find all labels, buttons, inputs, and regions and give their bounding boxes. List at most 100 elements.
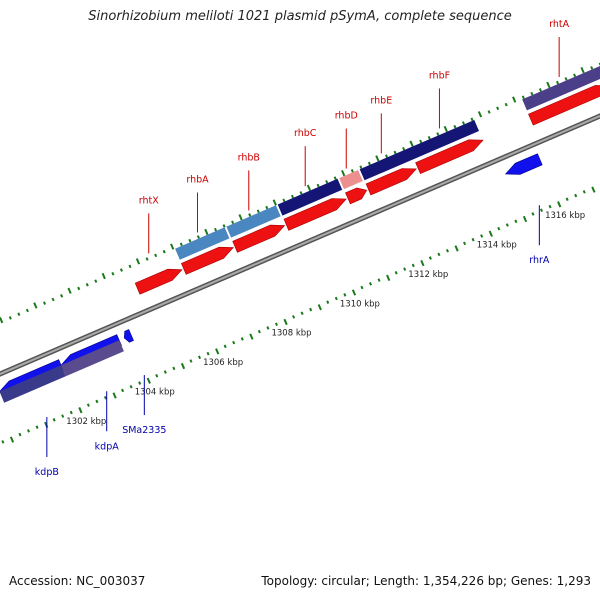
feature-tick [145,257,149,261]
feature-tick [427,135,431,140]
gene-arrow-rhta[interactable] [528,85,600,126]
feature-tick [51,297,55,302]
feature-tick [111,271,115,276]
gene-label-kdpb[interactable]: kdpB [35,467,59,478]
gene-label-rhta[interactable]: rhtA [549,19,569,30]
scale-tick [428,256,432,260]
scale-tick [172,366,176,371]
feature-tick [94,279,98,283]
feature-tick [436,132,440,136]
feature-tick [60,294,64,298]
feature-tick [443,125,448,133]
scale-label: 1302 kbp [66,417,106,427]
feature-tick [359,165,363,169]
scale-tick [522,215,528,223]
scale-tick [351,289,357,296]
gene-label-rhra[interactable]: rhrA [529,255,550,266]
scale-tick [326,300,330,304]
scale-label: 1314 kbp [477,240,517,250]
gene-arrow-rhbc[interactable] [283,198,347,231]
scale-tick [223,344,227,349]
scale-label: 1306 kbp [203,358,243,368]
scale-tick [471,237,475,242]
gene-label-rhbf[interactable]: rhbF [429,70,450,81]
scale-tick [215,348,220,355]
scale-tick [454,245,459,252]
gene-label-sma2335[interactable]: SMa2335 [122,425,166,436]
scale-ruler: 1302 kbp 1304 kbp 1306 kbp 1308 kbp 1310 kbp… [1,183,600,444]
gene-arrow-rhbb[interactable] [232,224,286,253]
scale-tick [386,274,391,281]
feature-tick [179,242,183,247]
scale-tick [480,234,484,238]
scale-tick [95,399,99,404]
gene-label-rhbd[interactable]: rhbD [335,111,358,122]
scale-tick [292,315,296,319]
scale-tick [591,186,596,193]
gene-label-rhbe[interactable]: rhbE [370,95,392,106]
gene-arrow-rhbe[interactable] [365,168,417,196]
feature-tick [25,308,29,313]
feature-tick [512,96,517,103]
feature-tick [204,228,209,236]
gene-arrow-rhbf[interactable] [415,139,484,174]
gene-arrow-rhra[interactable] [504,153,543,175]
feature-tick [504,102,508,107]
gene-label-rhbb[interactable]: rhbB [238,152,260,163]
feature-tick [564,77,568,81]
scale-tick [266,326,270,330]
feature-tick [135,258,141,265]
feature-tick [42,301,47,305]
gene-label-rhbc[interactable]: rhbC [294,128,317,139]
feature-tick [67,287,72,294]
cog-box [277,178,343,216]
gene-arrow-rhba[interactable] [181,246,234,275]
scale-tick [488,230,493,237]
feature-tick [487,110,491,114]
feature-tick [325,180,329,184]
scale-label: 1316 kbp [545,211,585,221]
gene-label-rhba[interactable]: rhbA [186,174,209,185]
feature-tick [419,139,423,144]
scale-tick [163,370,167,374]
gene-arrow-sma2335[interactable] [123,329,134,343]
feature-tick [477,111,483,118]
feature-tick [580,67,585,74]
scale-tick [274,322,278,327]
scale-tick [155,373,159,378]
scale-tick [531,212,535,216]
gene-arrow-rhbd[interactable] [345,187,368,205]
scale-tick [565,197,569,202]
scale-tick [86,403,90,407]
scale-tick [343,293,347,297]
gene-arrow-rhtx[interactable] [134,268,183,295]
feature-tick [538,88,542,92]
scale-tick [437,252,441,257]
scale-tick [146,377,151,384]
scale-tick [377,278,381,282]
scale-tick [505,223,509,227]
feature-tick [272,199,277,206]
feature-tick [248,213,252,217]
scale-tick [257,329,261,334]
cog-box [175,227,230,260]
feature-tick [119,268,123,272]
feature-tick [238,214,243,221]
feature-tick [375,155,380,162]
feature-tick [188,238,192,243]
gene-label-kdpa[interactable]: kdpA [95,441,120,452]
scale-tick [360,285,364,290]
feature-tick [162,249,166,254]
feature-tick [402,146,406,151]
backbone-track [0,113,600,377]
feature-tick [290,194,294,199]
map-title: Sinorhizobium meliloti 1021 plasmid pSym… [88,9,512,24]
gene-label-rhtx[interactable]: rhtX [139,195,159,206]
scale-tick [26,429,31,433]
feature-tick [306,184,312,191]
scale-tick [309,307,313,312]
scale-tick [557,201,562,208]
scale-tick [206,351,210,356]
